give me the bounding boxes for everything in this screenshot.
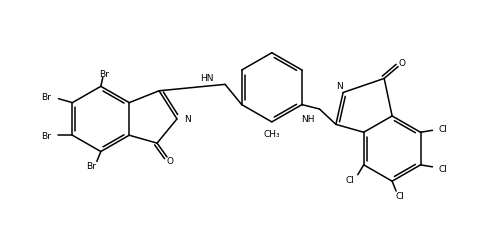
Text: HN: HN [200,74,214,83]
Text: Cl: Cl [395,192,405,201]
Text: N: N [184,115,191,124]
Text: Cl: Cl [439,124,447,133]
Text: Br: Br [99,70,109,79]
Text: Cl: Cl [346,175,354,184]
Text: Br: Br [41,131,50,140]
Text: Cl: Cl [439,165,447,174]
Text: CH₃: CH₃ [263,130,280,139]
Text: O: O [399,59,406,68]
Text: Br: Br [86,161,96,170]
Text: N: N [336,82,343,91]
Text: Br: Br [41,93,50,102]
Text: O: O [166,157,173,166]
Text: NH: NH [301,115,315,124]
